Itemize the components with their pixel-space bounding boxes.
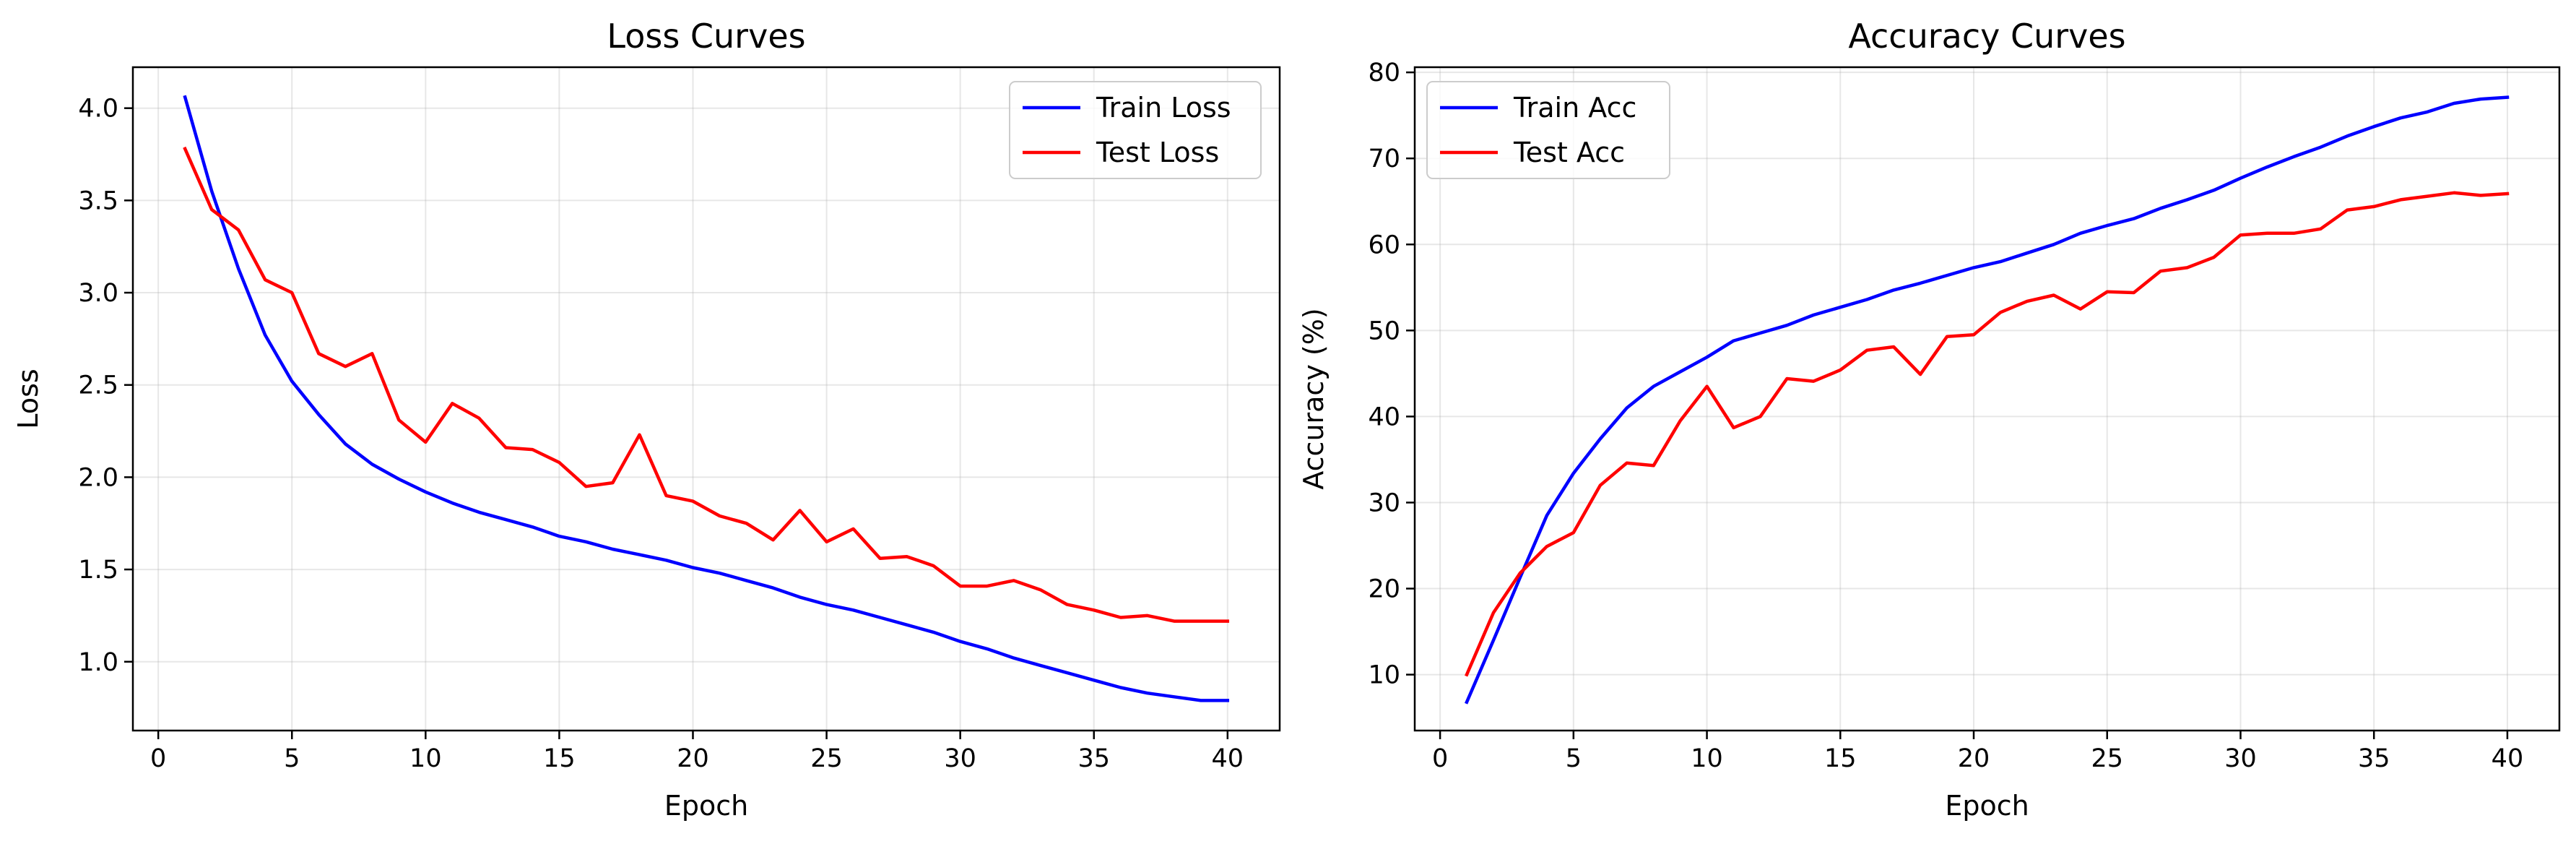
accuracy-chart: 0 5 10 15 20 25 30 35 40 10 20 30 40 50 60 70 80 Accura… (1298, 17, 2561, 822)
accuracy-test-line (1465, 191, 2510, 677)
loss-x-tick-label: 35 (1077, 744, 1110, 773)
accuracy-x-tick-label: 40 (2492, 744, 2524, 773)
loss-test-series (183, 146, 1230, 623)
accuracy-x-tick-label: 10 (1691, 744, 1723, 773)
loss-y-tick-label: 3.0 (78, 279, 118, 308)
loss-y-tick-label: 4.0 (78, 95, 118, 124)
loss-y-tick-label: 3.5 (78, 186, 118, 215)
loss-x-tick-label: 30 (944, 744, 976, 773)
accuracy-x-ticks: 0 5 10 15 20 25 30 35 40 (1432, 731, 2523, 773)
accuracy-x-tick-label: 35 (2358, 744, 2390, 773)
loss-legend-box (1009, 81, 1262, 179)
accuracy-x-axis-label: Epoch (1945, 790, 2029, 822)
loss-test-line (183, 146, 1230, 623)
accuracy-train-line (1465, 95, 2510, 705)
accuracy-train-series (1465, 95, 2510, 705)
loss-axes-frame (131, 66, 1281, 732)
loss-train-line (183, 95, 1230, 702)
loss-chart: 0 5 10 15 20 25 30 35 40 1.0 1.5 2.0 2.5 3.0 3.5 4.0 L… (12, 17, 1281, 822)
accuracy-y-tick-label: 30 (1368, 488, 1400, 517)
accuracy-x-tick-label: 20 (1958, 744, 1990, 773)
loss-x-tick-label: 20 (677, 744, 709, 773)
loss-x-tick-label: 25 (810, 744, 843, 773)
loss-legend: Train Loss Test Loss (1009, 81, 1262, 179)
accuracy-x-tick-label: 25 (2091, 744, 2123, 773)
accuracy-y-tick-label: 50 (1368, 316, 1400, 345)
loss-y-ticks: 1.0 1.5 2.0 2.5 3.0 3.5 4.0 (78, 95, 133, 677)
loss-x-ticks: 0 5 10 15 20 25 30 35 40 (150, 731, 1244, 773)
accuracy-x-tick-label: 0 (1432, 744, 1448, 773)
loss-chart-title: Loss Curves (607, 17, 805, 56)
accuracy-legend-test-label: Test Acc (1513, 137, 1625, 168)
accuracy-x-tick-label: 5 (1566, 744, 1582, 773)
loss-x-tick-label: 15 (543, 744, 576, 773)
accuracy-test-series (1465, 191, 2510, 677)
loss-y-axis-label: Loss (12, 369, 44, 429)
loss-y-tick-label: 1.5 (78, 556, 118, 585)
loss-x-axis-label: Epoch (664, 790, 748, 822)
accuracy-axes-frame (1413, 66, 2561, 732)
accuracy-x-tick-label: 15 (1824, 744, 1857, 773)
loss-y-tick-label: 2.0 (78, 463, 118, 492)
accuracy-x-tick-label: 30 (2224, 744, 2257, 773)
loss-train-series (183, 95, 1230, 702)
accuracy-y-tick-label: 20 (1368, 575, 1400, 604)
loss-x-tick-label: 5 (284, 744, 300, 773)
accuracy-legend: Train Acc Test Acc (1426, 81, 1670, 179)
loss-x-tick-label: 10 (409, 744, 442, 773)
accuracy-y-axis-label: Accuracy (%) (1298, 308, 1330, 489)
accuracy-y-tick-label: 60 (1368, 231, 1400, 259)
accuracy-chart-title: Accuracy Curves (1848, 17, 2125, 56)
loss-grid (133, 67, 1280, 731)
loss-legend-train-label: Train Loss (1096, 92, 1231, 124)
accuracy-y-tick-label: 40 (1368, 402, 1400, 431)
accuracy-y-ticks: 10 20 30 40 50 60 70 80 (1368, 59, 1415, 690)
loss-y-tick-label: 2.5 (78, 371, 118, 400)
loss-y-tick-label: 1.0 (78, 648, 118, 677)
loss-x-tick-label: 0 (150, 744, 166, 773)
loss-legend-test-label: Test Loss (1096, 137, 1219, 168)
accuracy-y-tick-label: 70 (1368, 145, 1400, 173)
accuracy-y-tick-label: 80 (1368, 59, 1400, 87)
accuracy-legend-box (1426, 81, 1670, 179)
accuracy-y-tick-label: 10 (1368, 661, 1400, 690)
loss-x-tick-label: 40 (1212, 744, 1244, 773)
accuracy-legend-train-label: Train Acc (1513, 92, 1636, 124)
